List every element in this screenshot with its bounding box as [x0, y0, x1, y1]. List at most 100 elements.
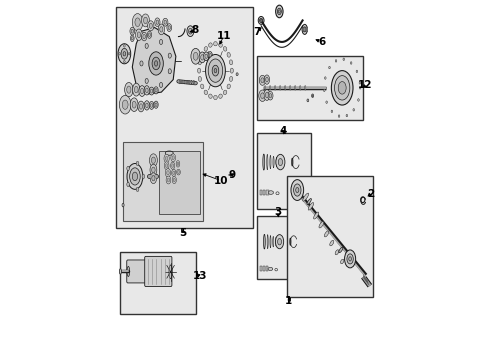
Ellipse shape — [154, 18, 160, 27]
Ellipse shape — [141, 32, 146, 41]
Ellipse shape — [151, 176, 155, 181]
Ellipse shape — [275, 235, 283, 249]
Ellipse shape — [127, 266, 129, 276]
Ellipse shape — [209, 53, 211, 57]
Ellipse shape — [260, 78, 264, 83]
Ellipse shape — [166, 24, 171, 32]
Ellipse shape — [329, 240, 333, 246]
Ellipse shape — [165, 164, 167, 168]
Ellipse shape — [179, 80, 180, 84]
Ellipse shape — [265, 92, 268, 98]
Ellipse shape — [348, 257, 351, 261]
Ellipse shape — [299, 86, 300, 90]
Ellipse shape — [294, 86, 295, 90]
Ellipse shape — [323, 89, 325, 91]
Ellipse shape — [304, 27, 305, 32]
Ellipse shape — [190, 80, 192, 84]
Ellipse shape — [145, 78, 148, 84]
Ellipse shape — [130, 35, 134, 41]
Ellipse shape — [268, 191, 273, 194]
Ellipse shape — [118, 44, 130, 64]
Ellipse shape — [199, 52, 205, 63]
Ellipse shape — [263, 90, 269, 100]
Text: 3: 3 — [274, 207, 282, 217]
Ellipse shape — [200, 53, 203, 57]
Ellipse shape — [168, 53, 171, 58]
Ellipse shape — [289, 86, 290, 90]
Ellipse shape — [291, 158, 292, 166]
Ellipse shape — [173, 178, 175, 182]
Ellipse shape — [359, 87, 360, 89]
Ellipse shape — [268, 94, 271, 98]
Ellipse shape — [143, 17, 147, 24]
Ellipse shape — [188, 80, 189, 84]
Ellipse shape — [269, 235, 270, 248]
FancyBboxPatch shape — [126, 260, 146, 283]
Ellipse shape — [123, 51, 125, 56]
Ellipse shape — [154, 61, 157, 66]
Ellipse shape — [229, 76, 232, 81]
Ellipse shape — [325, 101, 327, 103]
Ellipse shape — [311, 95, 312, 96]
Text: 10: 10 — [214, 176, 228, 186]
Ellipse shape — [263, 234, 264, 249]
Ellipse shape — [214, 68, 216, 73]
Ellipse shape — [144, 86, 149, 95]
Bar — [259, 190, 262, 195]
Ellipse shape — [159, 40, 163, 45]
Ellipse shape — [334, 76, 349, 100]
Ellipse shape — [266, 235, 267, 249]
Ellipse shape — [289, 238, 290, 246]
Ellipse shape — [193, 52, 198, 60]
Ellipse shape — [311, 94, 313, 98]
Ellipse shape — [275, 157, 277, 167]
Ellipse shape — [207, 51, 212, 59]
Ellipse shape — [198, 76, 201, 81]
FancyBboxPatch shape — [144, 256, 172, 287]
Ellipse shape — [136, 161, 139, 166]
Text: 6: 6 — [317, 37, 325, 47]
Bar — [259, 266, 262, 271]
Ellipse shape — [130, 27, 134, 35]
Ellipse shape — [218, 43, 222, 47]
Polygon shape — [132, 28, 176, 94]
Ellipse shape — [265, 77, 268, 82]
Ellipse shape — [218, 94, 222, 98]
Bar — [286, 176, 372, 297]
Ellipse shape — [177, 171, 179, 174]
Ellipse shape — [168, 69, 171, 74]
Ellipse shape — [226, 84, 230, 89]
Ellipse shape — [264, 75, 269, 84]
Ellipse shape — [223, 90, 226, 95]
Ellipse shape — [229, 60, 232, 65]
Text: 13: 13 — [192, 271, 206, 281]
Ellipse shape — [277, 8, 281, 15]
Ellipse shape — [151, 167, 155, 173]
Ellipse shape — [138, 101, 144, 112]
Ellipse shape — [193, 80, 194, 84]
Ellipse shape — [258, 90, 265, 102]
Text: 4: 4 — [279, 126, 286, 135]
Ellipse shape — [205, 54, 225, 87]
Ellipse shape — [142, 174, 144, 179]
Bar — [116, 7, 252, 228]
Ellipse shape — [357, 99, 359, 101]
Ellipse shape — [132, 14, 142, 31]
Ellipse shape — [281, 239, 282, 245]
Ellipse shape — [213, 95, 217, 100]
Ellipse shape — [132, 172, 137, 181]
Ellipse shape — [155, 89, 157, 92]
Ellipse shape — [134, 86, 138, 93]
Bar — [262, 266, 264, 271]
Text: 8: 8 — [191, 26, 198, 35]
Ellipse shape — [318, 221, 323, 228]
Ellipse shape — [186, 26, 193, 37]
Ellipse shape — [156, 20, 159, 24]
Ellipse shape — [122, 203, 124, 207]
Ellipse shape — [334, 250, 338, 255]
Text: 5: 5 — [179, 228, 186, 238]
Ellipse shape — [148, 52, 163, 75]
Ellipse shape — [119, 95, 131, 114]
Ellipse shape — [313, 212, 318, 219]
Ellipse shape — [126, 182, 129, 186]
